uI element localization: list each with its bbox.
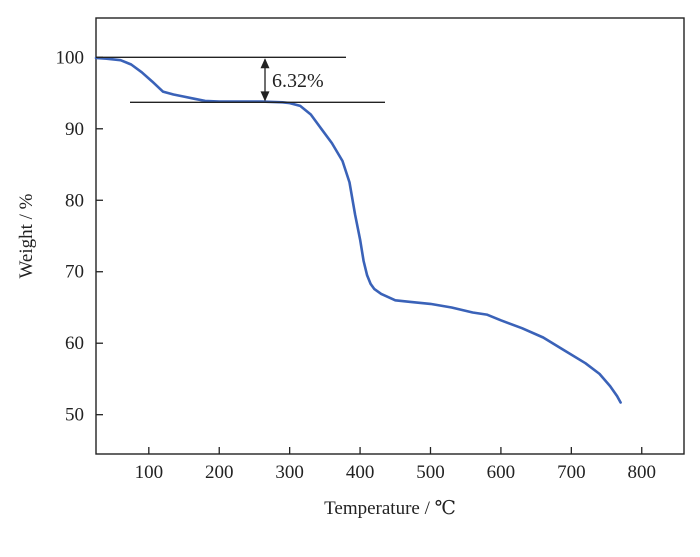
x-axis-title: Temperature / ℃: [324, 498, 456, 519]
x-tick-label: 700: [557, 462, 586, 483]
x-tick-label: 500: [416, 462, 445, 483]
arrow-head-down: [260, 91, 270, 102]
plot-frame: [95, 17, 685, 455]
weight-loss-curve: [94, 56, 622, 404]
x-tick-label: 600: [487, 462, 516, 483]
x-tick-label: 200: [205, 462, 234, 483]
y-axis-ticks: 50 60 70 80 90 100: [56, 47, 103, 426]
annotation-layer: 6.32%: [96, 56, 385, 104]
y-tick-label: 100: [56, 47, 85, 68]
mass-loss-label: 6.32%: [272, 70, 324, 92]
x-tick-label: 800: [627, 462, 656, 483]
x-axis-ticks: 100 200 300 400 500 600 700 800: [135, 447, 656, 483]
y-tick-label: 50: [65, 405, 84, 426]
x-tick-label: 400: [346, 462, 375, 483]
arrow-head-up: [260, 58, 270, 69]
x-tick-label: 100: [135, 462, 164, 483]
series-layer: [94, 56, 622, 404]
y-axis-title: Weight / %: [16, 193, 37, 278]
y-tick-label: 60: [65, 333, 84, 354]
y-tick-label: 80: [65, 190, 84, 211]
y-tick-label: 90: [65, 119, 84, 140]
y-tick-label: 70: [65, 262, 84, 283]
x-tick-label: 300: [275, 462, 304, 483]
